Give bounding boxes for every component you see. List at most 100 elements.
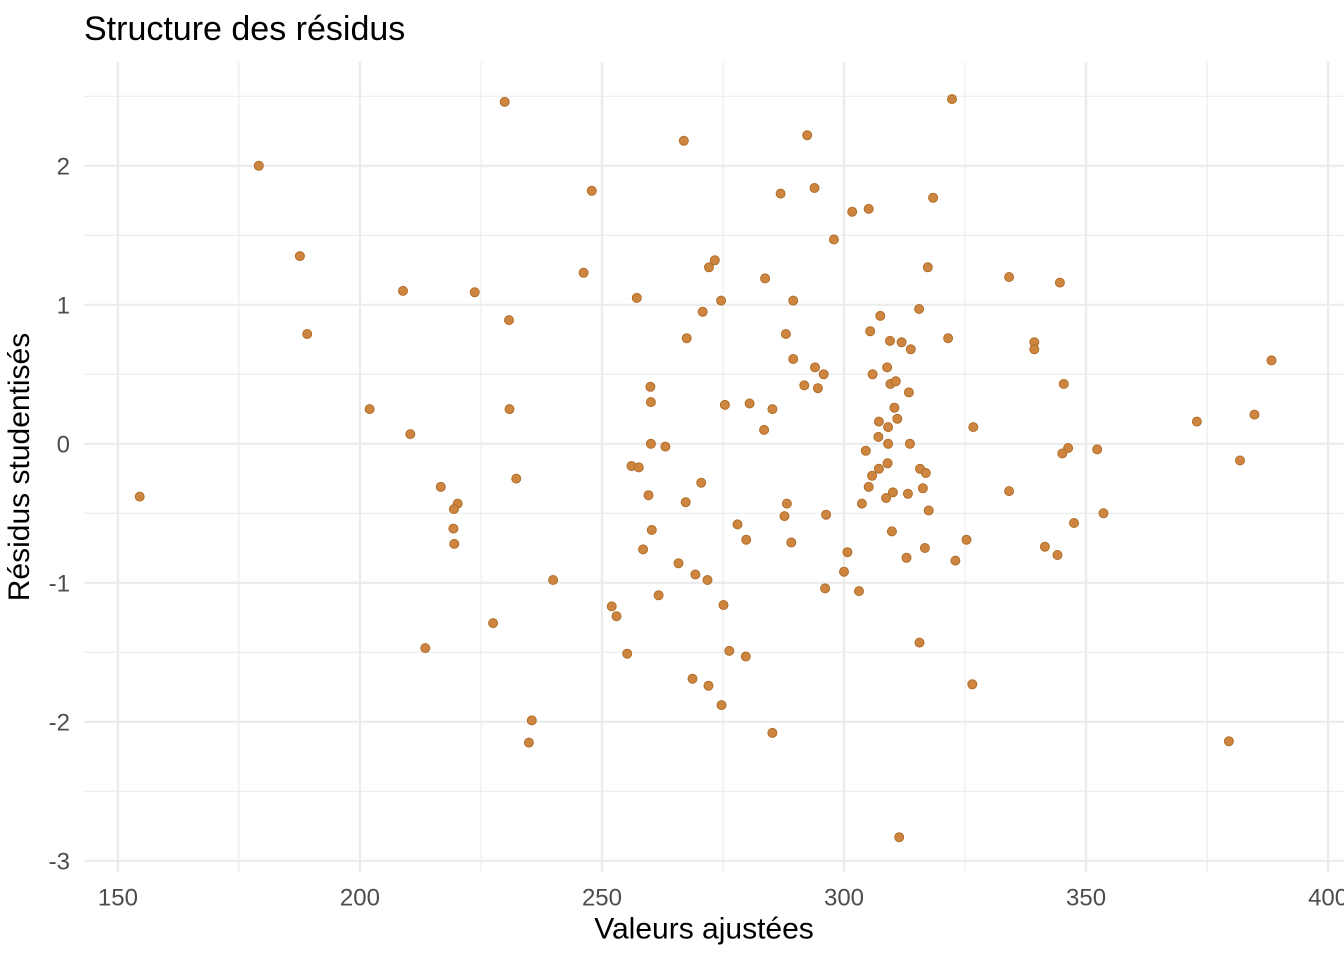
data-point <box>961 534 972 545</box>
data-point <box>922 262 933 273</box>
data-point <box>781 498 792 509</box>
data-point <box>892 413 903 424</box>
data-point <box>526 715 537 726</box>
data-point <box>697 306 708 317</box>
y-tick-label: 2 <box>57 153 70 180</box>
data-point <box>499 96 510 107</box>
data-point <box>767 404 778 415</box>
data-point <box>716 700 727 711</box>
data-point <box>622 648 633 659</box>
data-point <box>818 369 829 380</box>
x-tick-label: 250 <box>582 885 622 912</box>
data-point <box>810 362 820 373</box>
data-point <box>586 185 597 196</box>
data-point <box>1052 550 1063 560</box>
data-point <box>719 399 730 410</box>
data-point <box>364 404 375 415</box>
data-point <box>894 832 905 843</box>
data-point <box>488 618 499 629</box>
data-point <box>724 645 735 656</box>
data-point <box>873 431 884 442</box>
data-point <box>809 183 820 193</box>
x-tick-label: 350 <box>1066 885 1106 912</box>
data-point <box>643 490 654 501</box>
plot-title: Structure des résidus <box>84 10 405 48</box>
data-point <box>680 497 691 508</box>
data-point <box>523 737 534 748</box>
data-point <box>875 310 886 321</box>
data-point <box>732 519 743 530</box>
y-tick-label: -1 <box>49 570 70 597</box>
data-point <box>660 441 671 452</box>
data-point <box>967 679 978 690</box>
data-point <box>709 255 720 266</box>
data-point <box>1039 541 1050 552</box>
data-point <box>904 438 915 449</box>
data-point <box>645 438 656 449</box>
data-point <box>645 397 656 408</box>
data-point <box>548 575 559 585</box>
data-point <box>873 463 884 474</box>
y-axis-title: Résidus studentisés <box>3 333 36 601</box>
data-point <box>740 651 751 662</box>
data-point <box>448 523 459 534</box>
data-point <box>788 295 799 306</box>
data-point <box>253 160 264 171</box>
data-point <box>678 135 689 146</box>
data-point <box>839 566 849 577</box>
data-point <box>504 315 514 326</box>
data-point <box>398 285 408 296</box>
data-point <box>865 326 876 337</box>
data-point <box>1235 455 1245 466</box>
data-point <box>645 381 656 392</box>
data-point <box>928 192 939 203</box>
data-point <box>1191 416 1202 427</box>
data-point <box>842 547 853 558</box>
data-point <box>1004 486 1015 497</box>
data-point <box>901 552 912 563</box>
data-point <box>896 337 907 348</box>
data-point <box>741 534 752 545</box>
data-point <box>1266 355 1277 366</box>
data-point <box>887 487 898 498</box>
y-tick-label: 0 <box>57 431 70 458</box>
data-point <box>856 498 867 509</box>
data-point <box>673 558 684 569</box>
grid-major-lines <box>84 62 1344 873</box>
data-point <box>867 470 878 481</box>
data-point <box>1092 444 1103 455</box>
data-point <box>950 555 961 566</box>
data-point <box>786 537 797 548</box>
data-point <box>821 509 832 520</box>
data-point <box>883 422 894 433</box>
data-point <box>611 611 622 622</box>
data-point <box>504 404 515 415</box>
data-points <box>134 94 1277 843</box>
data-point <box>449 538 460 549</box>
data-point <box>1058 379 1069 389</box>
data-point <box>802 130 813 141</box>
data-point <box>1249 409 1260 420</box>
grid-minor-lines <box>84 62 1344 873</box>
data-point <box>902 488 913 499</box>
data-point <box>775 188 786 199</box>
data-point <box>1004 272 1015 282</box>
data-point <box>968 422 979 433</box>
data-point <box>883 438 894 449</box>
y-tick-label: 1 <box>57 292 70 319</box>
data-point <box>947 94 957 105</box>
data-point <box>917 483 928 494</box>
data-point <box>646 525 657 535</box>
data-point <box>780 329 791 339</box>
data-point <box>1223 736 1234 747</box>
y-axis-tick-labels: 2 1 0 -1 -2 -3 <box>49 153 70 875</box>
data-point <box>923 505 934 516</box>
y-tick-label: -2 <box>49 709 70 736</box>
data-point <box>788 354 799 364</box>
data-point <box>744 398 755 409</box>
data-point <box>919 543 930 553</box>
data-point <box>302 329 313 339</box>
data-point <box>1098 508 1109 519</box>
data-point <box>718 600 729 610</box>
